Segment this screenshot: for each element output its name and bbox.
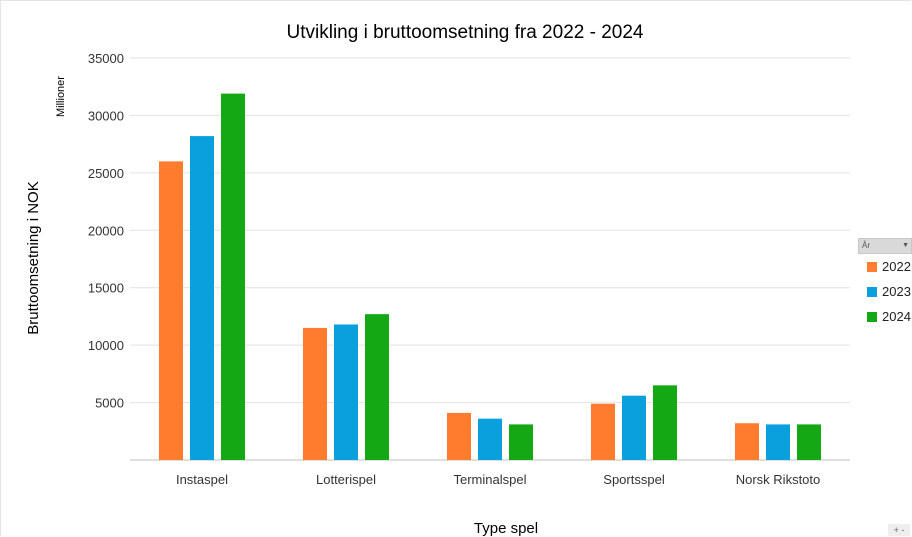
legend-label-2023: 2023 <box>882 284 911 299</box>
bar-lotterispel-2024 <box>365 314 389 460</box>
bar-terminalspel-2024 <box>509 424 533 460</box>
bar-norsk-rikstoto-2023 <box>766 424 790 460</box>
legend-swatch-2022 <box>867 261 877 272</box>
legend-filter-header[interactable]: År ▼ <box>858 238 912 254</box>
bar-instaspel-2024 <box>221 93 245 460</box>
y-tick-label: 15000 <box>88 281 124 296</box>
chart-title: Utvikling i bruttoomsetning fra 2022 - 2… <box>287 22 644 43</box>
bar-norsk-rikstoto-2024 <box>797 424 821 460</box>
legend: År ▼ 2022 2023 2024 <box>858 238 912 329</box>
bar-lotterispel-2023 <box>334 324 358 460</box>
category-labels: Instaspel Lotterispel Terminalspel Sportssp… <box>176 472 820 487</box>
x-tick-label: Norsk Rikstoto <box>736 472 821 487</box>
y-tick-label: 5000 <box>95 396 124 411</box>
dropdown-arrow-icon[interactable]: ▼ <box>902 242 909 249</box>
y-tick-label: 25000 <box>88 166 124 181</box>
bar-sportsspel-2023 <box>622 395 646 460</box>
bar-sportsspel-2022 <box>591 403 615 460</box>
bar-lotterispel-2022 <box>303 327 327 460</box>
bar-terminalspel-2023 <box>478 418 502 460</box>
bar-instaspel-2022 <box>159 161 183 460</box>
y-unit-label: Millioner <box>55 76 67 117</box>
bar-instaspel-2023 <box>190 136 214 461</box>
x-tick-label: Terminalspel <box>454 472 527 487</box>
bars <box>159 93 821 461</box>
legend-item-2023: 2023 <box>858 279 912 304</box>
gridlines <box>130 57 850 461</box>
bar-terminalspel-2022 <box>447 412 471 460</box>
legend-header-label: År <box>862 241 870 250</box>
bar-norsk-rikstoto-2022 <box>735 423 759 460</box>
x-axis-label: Type spel <box>474 520 538 537</box>
y-axis-label: Bruttoomsetning i NOK <box>25 181 42 334</box>
x-tick-label: Lotterispel <box>316 472 376 487</box>
legend-item-2022: 2022 <box>858 254 912 279</box>
y-tick-labels: 5000 10000 15000 20000 25000 30000 35000 <box>88 51 124 411</box>
x-tick-label: Instaspel <box>176 472 228 487</box>
zoom-control[interactable]: + - <box>888 524 910 536</box>
y-tick-label: 30000 <box>88 108 124 123</box>
y-tick-label: 35000 <box>88 51 124 66</box>
y-tick-label: 10000 <box>88 338 124 353</box>
y-tick-label: 20000 <box>88 223 124 238</box>
legend-item-2024: 2024 <box>858 304 912 329</box>
x-tick-label: Sportsspel <box>603 472 665 487</box>
legend-swatch-2023 <box>867 286 877 297</box>
bar-sportsspel-2024 <box>653 385 677 460</box>
legend-label-2024: 2024 <box>882 309 911 324</box>
legend-swatch-2024 <box>867 311 877 322</box>
legend-label-2022: 2022 <box>882 259 911 274</box>
